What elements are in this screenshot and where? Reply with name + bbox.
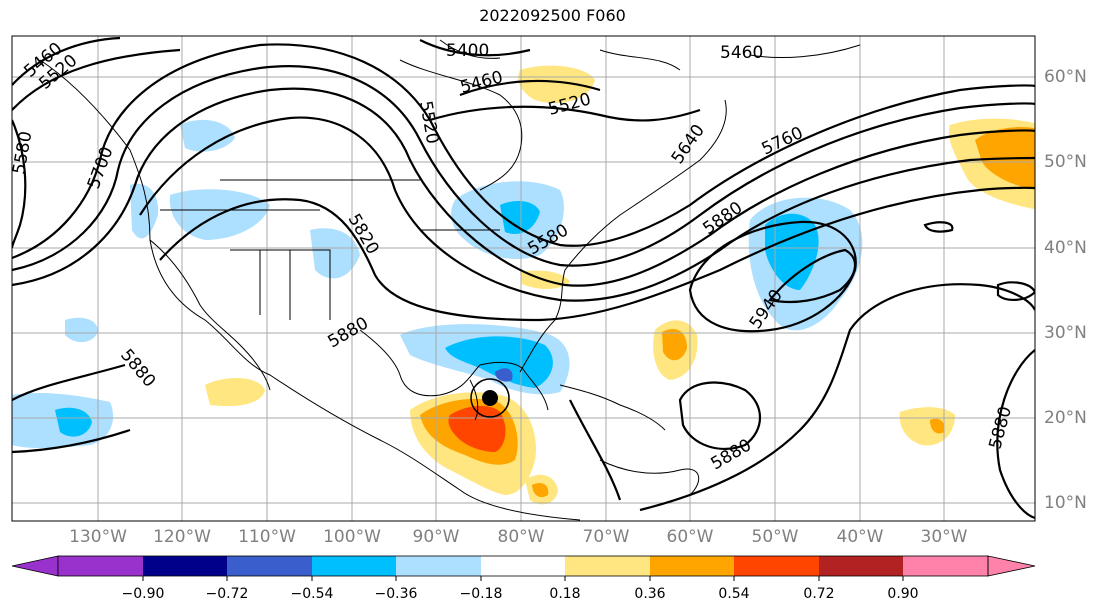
lon-label: 130°W — [69, 527, 127, 547]
shade-sa-positive-mid — [532, 483, 549, 498]
lon-label: 90°W — [412, 527, 460, 547]
contour-5640 — [12, 43, 1035, 260]
contour-5880-us — [159, 186, 1035, 322]
contour-5940 — [768, 248, 856, 304]
colorbar-tick-label: 0.72 — [803, 586, 835, 602]
contour-5580-w — [12, 119, 27, 249]
shade-e-atlantic-positive — [899, 407, 955, 446]
contour-5880-pacific — [12, 363, 126, 401]
lat-label: 10°N — [1044, 493, 1087, 513]
lon-label: 100°W — [323, 527, 381, 547]
lat-label: 60°N — [1044, 67, 1087, 87]
colorbar-tick-label: −0.54 — [290, 586, 334, 602]
colorbar — [11, 555, 1036, 581]
colorbar-bin — [227, 556, 312, 576]
lon-label: 120°W — [153, 527, 211, 547]
contour-small2 — [923, 221, 954, 233]
colorbar-bin — [143, 556, 227, 576]
shade-greatlakes-negative-mid — [500, 200, 540, 234]
shade-gulf-negative-dark — [495, 368, 513, 382]
height-contours — [12, 36, 1035, 520]
shade-canada-negative — [180, 119, 235, 152]
shade-greenland-positive — [518, 65, 595, 104]
shade-plains-negative — [310, 228, 360, 279]
contour-label: 5400 — [446, 41, 489, 61]
colorbar-bin — [312, 556, 396, 576]
coastlines — [39, 39, 861, 521]
contour-5880-east — [996, 349, 1035, 520]
shade-baja-negative — [65, 317, 98, 343]
contour-5760 — [12, 87, 1035, 287]
shade-e-atlantic-positive-mid — [930, 418, 945, 434]
contour-5820 — [139, 116, 1035, 302]
colorbar-tick-label: −0.90 — [121, 586, 165, 602]
contour-5520-nw — [12, 48, 181, 111]
lat-label: 20°N — [1044, 408, 1087, 428]
colorbar-bin — [819, 556, 903, 576]
lon-label: 50°W — [751, 527, 799, 547]
colorbar-high-extension — [987, 555, 1036, 577]
colorbar-tick-label: −0.18 — [459, 586, 503, 602]
lon-label: 30°W — [920, 527, 968, 547]
colorbar-bin — [565, 556, 650, 576]
colorbar-bin — [734, 556, 819, 576]
contour-5400 — [419, 39, 531, 57]
lon-label: 80°W — [497, 527, 545, 547]
colorbar-low-extension — [11, 555, 59, 577]
contour-5880-ring — [678, 381, 761, 450]
lat-label: 30°N — [1044, 323, 1087, 343]
lat-label: 50°N — [1044, 152, 1087, 172]
colorbar-tick-label: 0.90 — [887, 586, 919, 602]
lon-label: 70°W — [582, 527, 630, 547]
colorbar-tick-label: −0.72 — [205, 586, 249, 602]
contour-5700 — [12, 65, 1035, 272]
colorbar-tick-label: 0.36 — [634, 586, 666, 602]
lon-label: 110°W — [238, 527, 296, 547]
colorbar-bin — [481, 556, 565, 576]
contour-5880-south — [569, 283, 1035, 512]
colorbar-tick-label: 0.54 — [718, 586, 750, 602]
colorbar-bin — [58, 556, 143, 576]
plot-frame — [11, 35, 1036, 522]
shade-atlantic-positive-small-mid — [662, 328, 687, 361]
shade-pacific-negative-mid — [55, 407, 92, 437]
storm-marker — [470, 378, 510, 418]
colorbar-bin — [396, 556, 481, 576]
map-title: 2022092500 F060 — [479, 6, 626, 25]
colorbar-tick-label: 0.18 — [549, 586, 581, 602]
graticule — [12, 36, 1035, 521]
lon-label: 60°W — [666, 527, 714, 547]
contour-5460-nw — [12, 36, 121, 86]
lon-label: 40°W — [836, 527, 884, 547]
colorbar-bin — [650, 556, 734, 576]
lat-label: 40°N — [1044, 238, 1087, 258]
colorbar-tick-label: −0.36 — [374, 586, 418, 602]
colorbar-bin — [903, 556, 988, 576]
contour-5460-c — [459, 79, 601, 97]
contour-5520-c — [429, 105, 701, 122]
shade-pacific-positive — [205, 378, 265, 407]
contour-5880-pacific2 — [12, 428, 131, 454]
contour-label: 5460 — [720, 43, 763, 63]
